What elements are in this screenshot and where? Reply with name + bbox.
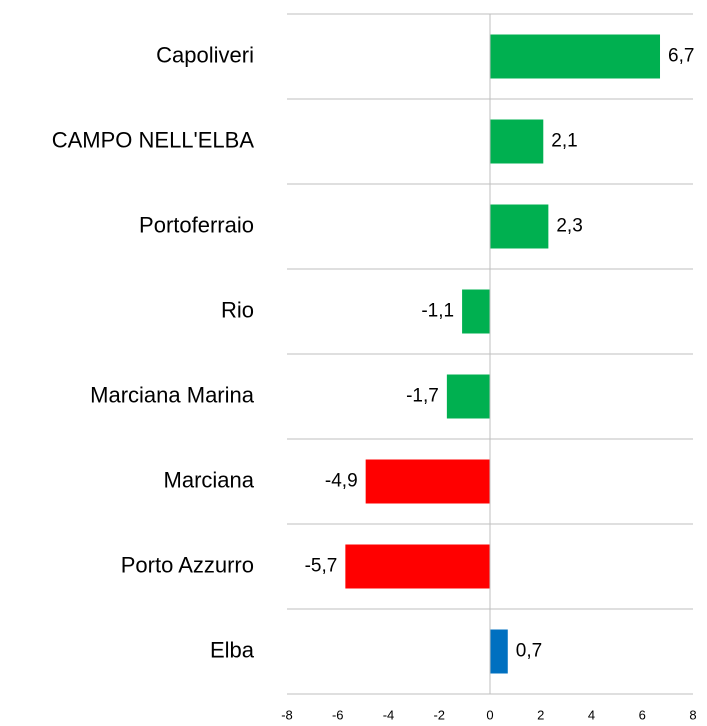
bar bbox=[345, 544, 490, 589]
x-tick-label: 8 bbox=[689, 707, 696, 722]
bar bbox=[490, 629, 508, 674]
y-tick-label: Porto Azzurro bbox=[121, 552, 254, 577]
value-label: 0,7 bbox=[516, 641, 542, 662]
bar bbox=[490, 34, 661, 79]
bar bbox=[462, 289, 490, 334]
bar bbox=[365, 459, 490, 504]
x-tick-label: -4 bbox=[383, 707, 395, 722]
value-label: -5,7 bbox=[305, 556, 338, 577]
bar bbox=[446, 374, 490, 419]
value-label: -1,7 bbox=[406, 386, 439, 407]
value-label: 2,3 bbox=[556, 216, 582, 237]
x-tick-label: -2 bbox=[433, 707, 445, 722]
y-tick-label: Elba bbox=[210, 637, 255, 662]
x-tick-label: -8 bbox=[281, 707, 293, 722]
y-tick-label: Marciana Marina bbox=[90, 382, 255, 407]
x-tick-label: 0 bbox=[486, 707, 493, 722]
value-label: 2,1 bbox=[551, 131, 577, 152]
value-label: 6,7 bbox=[668, 46, 694, 67]
bar bbox=[490, 119, 544, 164]
x-tick-label: 6 bbox=[639, 707, 646, 722]
x-tick-label: 4 bbox=[588, 707, 595, 722]
x-tick-label: -6 bbox=[332, 707, 344, 722]
y-tick-label: CAMPO NELL'ELBA bbox=[52, 127, 255, 152]
bar bbox=[490, 204, 549, 249]
y-tick-label: Marciana bbox=[164, 467, 255, 492]
value-label: -1,1 bbox=[421, 301, 454, 322]
y-tick-label: Portoferraio bbox=[139, 212, 254, 237]
x-tick-label: 2 bbox=[537, 707, 544, 722]
y-tick-label: Rio bbox=[221, 297, 254, 322]
value-label: -4,9 bbox=[325, 471, 358, 492]
y-tick-label: Capoliveri bbox=[156, 42, 254, 67]
